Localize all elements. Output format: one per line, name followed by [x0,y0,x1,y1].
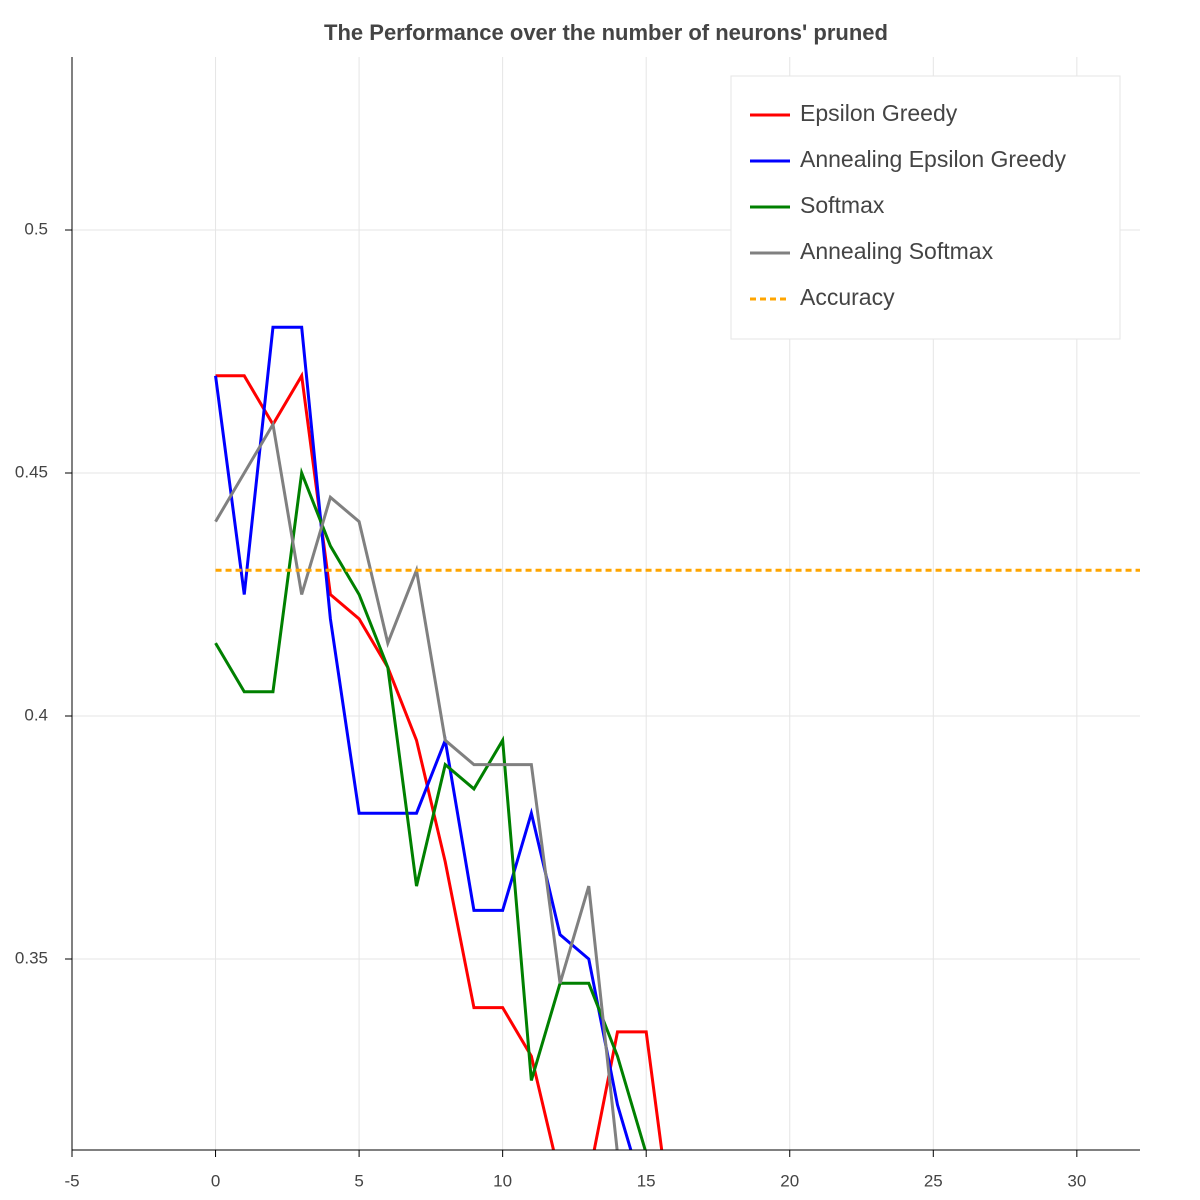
x-tick-label: 20 [780,1171,799,1190]
series-line [214,420,619,1150]
legend-label: Epsilon Greedy [800,100,958,126]
y-tick-label: 0.4 [24,705,48,724]
x-tick-label: 0 [211,1171,220,1190]
series-line [215,371,664,1150]
y-tick-label: 0.35 [15,948,48,967]
x-tick-label: 25 [924,1171,943,1190]
chart-title: The Performance over the number of neuro… [324,20,888,45]
legend: Epsilon Greedy Annealing Epsilon Greedy So… [730,75,1121,340]
x-tick-label: 5 [354,1171,363,1190]
series-line [214,467,647,1150]
legend-label: Annealing Softmax [800,238,994,264]
legend-box [730,75,1121,340]
x-tick-label: -5 [64,1171,79,1190]
y-tick-label: 0.45 [15,462,48,481]
y-tick-label: 0.5 [24,219,48,238]
plot-area [214,325,1140,1150]
legend-label: Softmax [800,192,885,218]
x-tick-label: 15 [637,1171,656,1190]
legend-label: Annealing Epsilon Greedy [800,146,1066,172]
series-line [214,325,633,1150]
legend-label: Accuracy [800,284,895,310]
x-tick-label: 10 [493,1171,512,1190]
x-tick-label: 30 [1067,1171,1086,1190]
